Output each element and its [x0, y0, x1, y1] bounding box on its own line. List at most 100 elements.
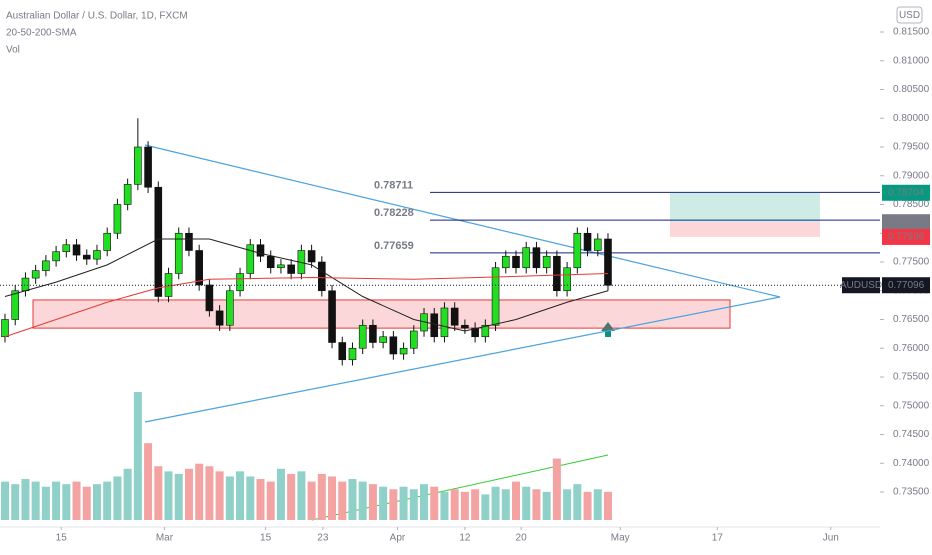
volume-bar — [481, 494, 490, 520]
volume-bar — [92, 484, 101, 520]
x-tick-label: 12 — [459, 533, 471, 544]
candle-body — [379, 336, 387, 343]
candle-body — [256, 244, 265, 257]
volume-bar — [348, 479, 357, 520]
candle-body — [338, 342, 347, 361]
candle-body — [154, 186, 163, 297]
volume-bar — [246, 476, 255, 520]
volume-bar — [256, 479, 265, 520]
volume-bar — [154, 466, 163, 520]
volume-bar — [358, 481, 367, 520]
candle-body — [461, 324, 469, 329]
candle-body — [82, 254, 91, 260]
volume-bar — [399, 486, 408, 520]
volume-bar — [82, 486, 91, 520]
candle-body — [62, 244, 71, 252]
x-tick-label: Mar — [156, 533, 174, 544]
candle-body — [31, 270, 40, 279]
y-tick-label: 0.79500 — [893, 142, 930, 153]
price-tag-label: 0.78704 — [888, 187, 925, 198]
candle-body — [246, 244, 255, 274]
volume-bar — [368, 484, 377, 520]
volume-bar — [409, 489, 418, 520]
volume-bar — [41, 486, 50, 520]
candle-body — [532, 247, 541, 269]
y-tick-label: 0.74000 — [893, 458, 930, 469]
volume-bar — [113, 476, 122, 520]
volume-bar — [266, 481, 275, 520]
x-tick-label: 15 — [260, 533, 272, 544]
y-tick-label: 0.75000 — [893, 400, 930, 411]
volume-bar — [420, 484, 429, 520]
candle-body — [563, 267, 571, 292]
y-tick-label: 0.76000 — [893, 343, 930, 354]
y-tick-label: 0.76500 — [893, 314, 930, 325]
level-label: 0.78228 — [374, 207, 414, 219]
volume-bar — [287, 473, 296, 520]
candle-body — [1, 319, 9, 338]
volume-bar — [552, 458, 561, 520]
volume-bar — [123, 468, 132, 520]
volume-bar — [563, 489, 572, 520]
x-tick-label: 20 — [516, 533, 528, 544]
volume-bar — [144, 443, 153, 520]
candle-body — [72, 244, 81, 256]
volume-bar — [184, 468, 193, 520]
y-tick-label: 0.74500 — [893, 429, 930, 440]
candle-body — [144, 146, 152, 188]
candle-body — [430, 313, 439, 338]
candle-body — [205, 284, 214, 312]
volume-bar — [583, 491, 592, 520]
candle-body — [215, 310, 224, 326]
volume-bar — [338, 481, 347, 520]
trendline — [144, 144, 781, 298]
volume-bar — [1, 481, 9, 520]
y-tick-label: 0.81500 — [893, 27, 930, 38]
target-area — [670, 192, 820, 223]
currency-box[interactable] — [896, 6, 923, 24]
candle-body — [236, 273, 244, 292]
subtitle: 20-50-200-SMA — [6, 28, 77, 39]
candle-body — [450, 307, 459, 326]
currency[interactable]: USD — [899, 10, 920, 21]
sma-line — [4, 273, 608, 338]
sma-line — [4, 238, 609, 332]
volume-bar — [297, 471, 306, 520]
candle-body — [501, 255, 510, 269]
candle-body — [277, 264, 285, 269]
support-zone — [32, 299, 731, 329]
volume-bar — [307, 481, 316, 520]
candle-body — [583, 232, 592, 251]
candle-body — [491, 267, 500, 326]
candle-body — [42, 260, 50, 271]
price-tag — [882, 184, 930, 201]
candle-body — [103, 232, 111, 251]
price-tag — [882, 228, 930, 245]
volume-bar — [389, 489, 398, 520]
candle-body — [134, 146, 142, 185]
candle-body — [358, 324, 367, 349]
stop-area — [670, 222, 820, 237]
candle-body — [481, 324, 490, 338]
chart-title: Australian Dollar / U.S. Dollar, 1D, FXC… — [6, 11, 188, 22]
volume-bar — [317, 473, 326, 520]
volume-bar — [603, 491, 612, 520]
y-tick-label: 0.73500 — [893, 487, 930, 498]
candle-body — [542, 255, 551, 269]
candle-body — [123, 184, 132, 205]
volume-bar — [164, 471, 173, 520]
volume-bar — [430, 486, 439, 520]
price-tag-label: 0.78192 — [888, 217, 925, 228]
trendline — [144, 296, 781, 423]
price-tag — [882, 277, 930, 294]
price-tag-label: 0.77936 — [888, 232, 925, 243]
candle-body — [471, 327, 479, 338]
volume-bar — [379, 486, 388, 520]
y-tick-label: 0.75500 — [893, 372, 930, 383]
candle-body — [113, 204, 122, 234]
volume-bar — [512, 481, 520, 520]
volume-bar — [236, 471, 245, 520]
volume-bar — [573, 484, 582, 520]
volume-bar — [103, 481, 112, 520]
candle-body — [553, 255, 561, 292]
